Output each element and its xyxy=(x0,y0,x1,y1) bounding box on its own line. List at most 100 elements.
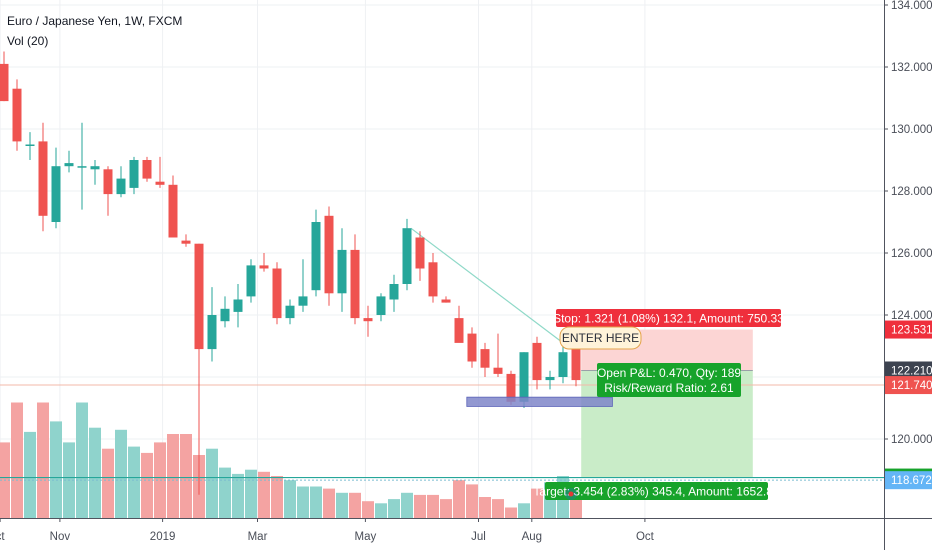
candle-body xyxy=(155,181,165,185)
candle-body xyxy=(220,308,230,322)
candle-body xyxy=(168,184,178,238)
candle-body xyxy=(519,352,529,402)
price-tick-label: 130.000 xyxy=(891,124,932,136)
volume-bar xyxy=(128,446,140,518)
price-tag-stop-bg xyxy=(885,320,932,339)
volume-bar xyxy=(414,494,426,518)
candle-body xyxy=(350,249,360,319)
target-label-bg xyxy=(545,482,768,500)
candle xyxy=(0,51,9,102)
candle xyxy=(311,209,321,297)
volume-bar xyxy=(271,476,283,518)
candle-body xyxy=(25,144,35,146)
enter-here-callout: ENTER HERE xyxy=(559,326,642,350)
candle-body xyxy=(38,141,48,216)
candle xyxy=(142,156,152,182)
volume-bar xyxy=(89,427,101,518)
candle xyxy=(129,156,139,195)
callout-text: ENTER HERE xyxy=(562,331,639,345)
stop-label-bg xyxy=(556,309,781,327)
trend-line xyxy=(410,227,564,344)
chart-legend: Euro / Japanese Yen, 1W, FXCM Vol (20) xyxy=(7,11,182,51)
candle xyxy=(25,132,35,160)
candle-body xyxy=(129,160,139,188)
time-tick-label: Nov xyxy=(50,531,71,543)
candle xyxy=(285,299,295,325)
candle-body xyxy=(181,240,191,244)
volume-bar xyxy=(466,484,478,518)
volume-bar xyxy=(492,499,504,518)
candle xyxy=(571,342,581,387)
candle-body xyxy=(545,377,555,381)
volume-bar xyxy=(388,499,400,518)
price-tag-current-bg xyxy=(885,471,932,490)
candle-body xyxy=(337,249,347,294)
candle xyxy=(376,293,386,322)
volume-bar xyxy=(115,429,127,518)
candle xyxy=(558,346,568,384)
candle xyxy=(246,259,256,303)
volume-bar xyxy=(479,497,491,518)
price-tick-label: 128.000 xyxy=(891,186,932,198)
candle xyxy=(350,234,360,325)
candle-body xyxy=(324,215,334,294)
volume-bar xyxy=(180,434,192,518)
candle xyxy=(259,253,269,272)
price-tick-label: 126.000 xyxy=(891,248,932,260)
time-tick-label: ct xyxy=(0,531,5,543)
candle-body xyxy=(116,178,126,195)
volume-bar xyxy=(297,486,309,518)
volume-bar xyxy=(375,503,387,518)
candle xyxy=(51,147,61,229)
callout-bubble xyxy=(559,326,642,350)
candle xyxy=(441,296,451,303)
price-tag-current-text: 118.672 xyxy=(891,475,932,487)
candle-body xyxy=(64,163,74,167)
volume-bar xyxy=(440,499,452,518)
candle xyxy=(532,336,542,390)
candle-body xyxy=(51,166,61,222)
volume-bar xyxy=(401,492,413,518)
candle xyxy=(116,166,126,198)
candle xyxy=(77,122,87,210)
candles xyxy=(0,51,581,495)
time-tick-label: 2019 xyxy=(150,531,176,543)
candle xyxy=(64,150,74,173)
candle xyxy=(155,156,165,188)
volume-bar xyxy=(24,431,36,518)
volume-bar xyxy=(102,448,114,518)
price-axis-bg xyxy=(884,0,932,518)
candle xyxy=(480,342,490,377)
candle-body xyxy=(12,88,22,142)
volume-bar xyxy=(50,421,62,518)
grid-lines xyxy=(0,0,884,518)
volume-bar xyxy=(570,497,582,518)
time-axis-labels: ct Nov 2019 Mar May Jul Aug Oct xyxy=(0,518,655,543)
time-tick-label: Mar xyxy=(248,531,268,543)
pnl-text: Open P&L: 0.470, Qty: 189 xyxy=(597,366,741,380)
volume-bar xyxy=(323,488,335,518)
volume-bar xyxy=(76,402,88,518)
candle xyxy=(324,206,334,306)
candle xyxy=(233,284,243,328)
time-tick-label: May xyxy=(355,531,377,543)
candle xyxy=(415,231,425,281)
price-tag-entry-text: 122.210 xyxy=(891,365,932,377)
price-tag-121740-bg xyxy=(885,376,932,395)
candle-body xyxy=(363,318,373,322)
volume-bar xyxy=(284,480,296,518)
time-tick-label: Oct xyxy=(636,531,655,543)
target-label: Target: 3.454 (2.83%) 345.4, Amount: 165… xyxy=(533,482,780,500)
candle xyxy=(220,296,230,328)
volume-bars xyxy=(0,402,582,518)
candle xyxy=(467,327,477,368)
time-tick-label: Aug xyxy=(522,531,542,543)
candle xyxy=(402,218,412,291)
price-tag-121740-text: 121.740 xyxy=(891,380,932,392)
volume-bar xyxy=(37,402,49,518)
candle-body xyxy=(259,265,269,269)
price-tag-stop-text: 123.531 xyxy=(891,325,932,337)
